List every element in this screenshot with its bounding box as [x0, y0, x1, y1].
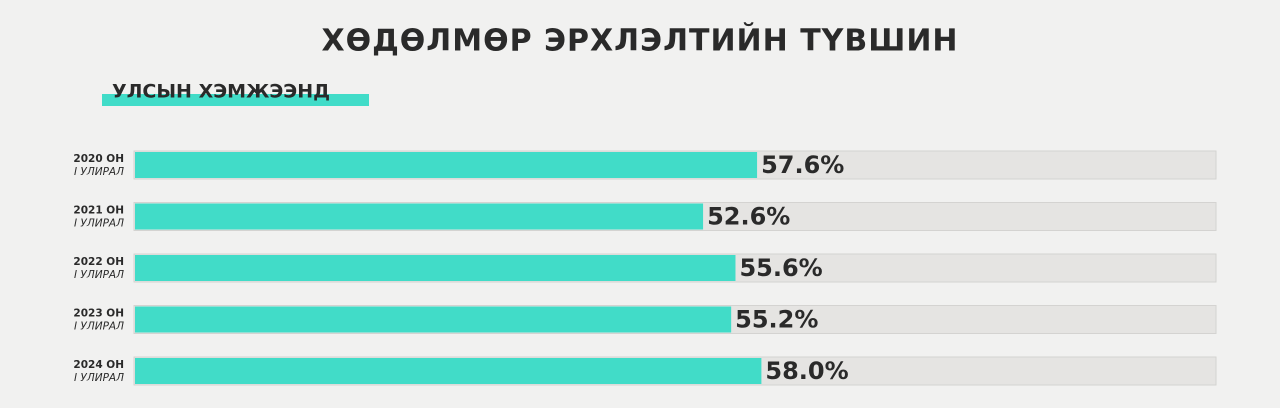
chart-title: ХӨДӨЛМӨР ЭРХЛЭЛТИЙН ТҮВШИН: [321, 23, 958, 59]
value-label: 58.0%: [765, 357, 848, 385]
bar: [135, 203, 704, 230]
chart-subtitle: УЛСЫН ХЭМЖЭЭНД: [112, 81, 330, 103]
category-label: 2024 ОН: [73, 359, 124, 371]
value-label: 52.6%: [707, 203, 790, 231]
bar: [135, 358, 762, 384]
value-label: 57.6%: [761, 151, 844, 179]
category-sublabel: I УЛИРАЛ: [74, 269, 124, 281]
bar: [135, 255, 736, 281]
category-label: 2022 ОН: [73, 256, 124, 268]
category-label: 2023 ОН: [73, 308, 124, 320]
category-sublabel: I УЛИРАЛ: [74, 166, 124, 178]
value-label: 55.6%: [739, 254, 822, 282]
bar: [135, 306, 732, 333]
subtitle-highlight: [102, 94, 369, 106]
category-sublabel: I УЛИРАЛ: [74, 218, 124, 230]
category-sublabel: I УЛИРАЛ: [74, 321, 124, 333]
bar: [135, 152, 758, 178]
category-sublabel: I УЛИРАЛ: [74, 372, 124, 384]
category-label: 2020 ОН: [73, 153, 124, 165]
category-label: 2021 ОН: [73, 205, 124, 217]
value-label: 55.2%: [735, 306, 818, 334]
